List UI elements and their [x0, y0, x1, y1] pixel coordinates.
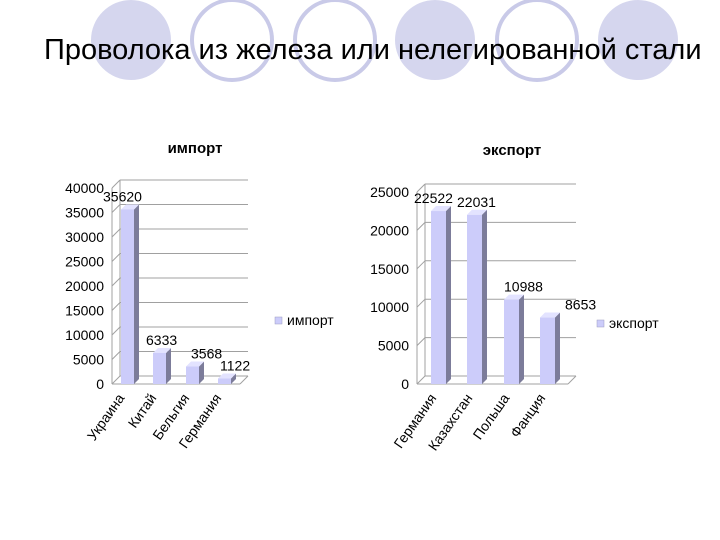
decorative-circle: [495, 0, 579, 82]
grid-line: [111, 228, 121, 238]
floor-edge: [567, 375, 577, 385]
bar-side: [482, 209, 487, 384]
bar-side: [199, 361, 204, 384]
data-label: 6333: [146, 332, 177, 348]
legend-swatch: [596, 319, 605, 328]
chart-title: экспорт: [483, 142, 541, 159]
bar-side: [555, 312, 560, 384]
slide-title: Проволока из железа или нелегированной с…: [44, 34, 702, 66]
y-tick-label: 5000: [378, 338, 409, 354]
grid-line: [416, 375, 426, 385]
data-label: 8653: [565, 297, 596, 313]
bar: [186, 366, 199, 384]
grid-line: [416, 337, 426, 346]
y-tick-label: 10000: [65, 327, 104, 343]
bar: [153, 352, 166, 384]
decorative-circle: [598, 0, 678, 80]
bar-side: [166, 347, 171, 384]
chart-title: импорт: [168, 140, 223, 157]
x-category-label: Фанция: [507, 391, 549, 441]
grid-line: [111, 204, 121, 213]
y-tick-label: 15000: [65, 303, 104, 319]
bar-top: [431, 206, 451, 212]
y-tick-label: 10000: [370, 299, 409, 315]
y-tick-label: 20000: [370, 222, 409, 238]
data-label: 1122: [220, 358, 250, 374]
y-tick-label: 20000: [65, 278, 104, 294]
grid-line: [416, 222, 426, 231]
bar: [467, 214, 482, 384]
bar-side: [134, 204, 139, 384]
bar: [504, 299, 519, 384]
decorative-circle: [395, 0, 475, 80]
bar: [540, 317, 555, 384]
legend-label: импорт: [287, 312, 334, 328]
grid-line: [416, 298, 426, 308]
data-label: 22031: [457, 194, 496, 210]
grid-line: [111, 179, 121, 189]
grid-line: [416, 183, 426, 193]
bar-top: [218, 373, 236, 379]
bar-side: [519, 294, 524, 384]
y-tick-label: 25000: [65, 254, 104, 270]
bar: [218, 378, 231, 384]
bar-top: [121, 204, 139, 210]
y-tick-label: 0: [96, 376, 104, 392]
legend-label: экспорт: [609, 315, 659, 331]
y-tick-label: 15000: [370, 261, 409, 277]
decorative-circle: [190, 0, 274, 82]
data-label: 35620: [103, 188, 142, 204]
decorative-circle: [91, 0, 171, 80]
y-tick-label: 40000: [65, 180, 104, 196]
bar-top: [467, 209, 487, 215]
decorative-circle: [293, 0, 377, 82]
data-label: 22522: [414, 190, 453, 206]
x-category-label: Польша: [470, 390, 513, 442]
grid-line: [111, 277, 121, 287]
data-label: 3568: [191, 346, 222, 362]
legend-swatch: [274, 316, 283, 325]
grid-line: [416, 260, 426, 270]
grid-line: [111, 351, 121, 360]
bar-top: [540, 312, 560, 318]
bar-side: [231, 373, 236, 384]
grid-line: [111, 375, 121, 385]
bar-top: [186, 361, 204, 367]
grid-line: [111, 326, 121, 336]
y-tick-label: 30000: [65, 229, 104, 245]
y-tick-label: 25000: [370, 184, 409, 200]
data-label: 10988: [504, 279, 543, 295]
bar: [431, 211, 446, 384]
y-tick-label: 5000: [73, 352, 104, 368]
grid-line: [111, 302, 121, 311]
floor-edge: [239, 375, 249, 385]
y-tick-label: 0: [401, 376, 409, 392]
bar-top: [504, 294, 524, 300]
bar-side: [446, 206, 451, 384]
bar: [121, 209, 134, 384]
y-tick-label: 35000: [65, 205, 104, 221]
bar-top: [153, 347, 171, 353]
grid-line: [111, 253, 121, 262]
